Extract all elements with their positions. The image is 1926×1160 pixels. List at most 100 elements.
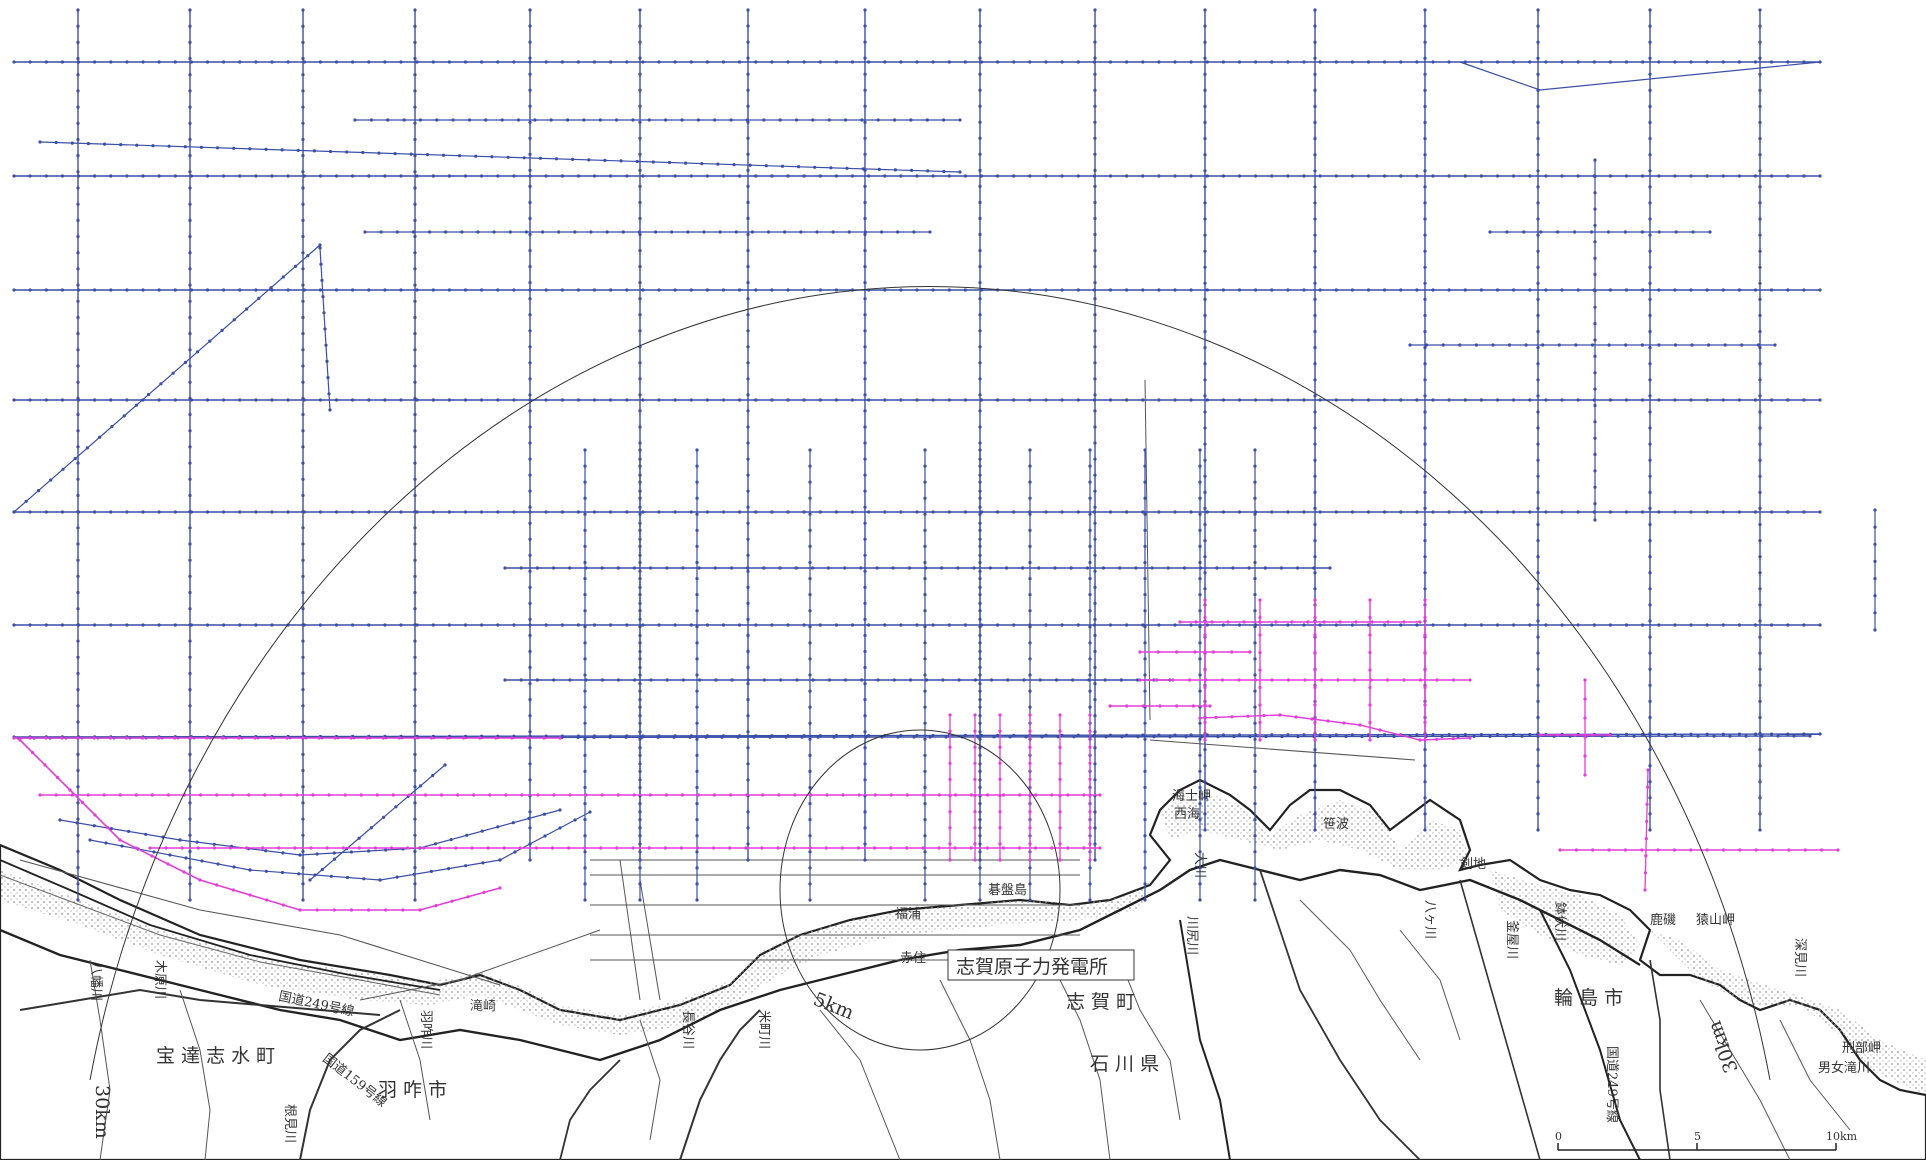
blue-line-v8-shot-point [978, 265, 982, 269]
blue-line-v5-shot-point [638, 329, 642, 333]
magenta-line-h-848-shot-point [679, 846, 684, 850]
blue-line-v1-shot-point [188, 202, 192, 206]
blue-line-diag-142-shot-point [458, 154, 462, 158]
blue-line-v3-shot-point [413, 882, 417, 886]
blue-line-v7-shot-point [863, 457, 867, 461]
blue-line-h-737-shot-point [1721, 732, 1725, 736]
blue-line-h-680-shot-point [535, 678, 540, 682]
blue-line-h5-shot-point [1157, 623, 1161, 627]
blue-line-h2-shot-point [1479, 288, 1483, 292]
blue-line-v0-shot-point [76, 121, 80, 125]
blue-line-h0-shot-point [1383, 60, 1387, 64]
blue-line-v-short3-shot-point [808, 737, 812, 741]
blue-line-h4-shot-point [125, 510, 129, 514]
blue-line-h0-shot-point [1286, 60, 1290, 64]
blue-line-v7-shot-point [863, 313, 867, 317]
magenta-line-h-738-shot-point [462, 736, 466, 740]
blue-line-h4-shot-point [738, 510, 742, 514]
blue-line-h0-shot-point [254, 60, 258, 64]
blue-line-v1-shot-point [188, 898, 192, 902]
blue-line-h-738-shot-point [832, 735, 836, 739]
magenta-line-curve-shot-point [55, 775, 60, 780]
blue-line-v14-shot-point [1648, 635, 1652, 639]
blue-line-v14-shot-point [1648, 715, 1652, 720]
blue-line-h3-shot-point [1721, 398, 1725, 402]
blue-line-v-1595-shot-point [1593, 272, 1597, 277]
blue-line-diag-142-shot-point [232, 146, 236, 150]
blue-line-v-short3-shot-point [808, 834, 812, 838]
magenta-line-v-1648-shot-point [1646, 785, 1650, 789]
magenta-line-h-795-shot-point [102, 793, 106, 797]
blue-line-v-short8-shot-point [1143, 834, 1147, 838]
blue-line-v12-shot-point [1423, 474, 1427, 478]
blue-line-v13-shot-point [1536, 394, 1540, 398]
blue-line-v1-shot-point [188, 510, 192, 514]
magenta-line-v-mid3-shot-point [1028, 761, 1032, 765]
blue-line-v7-shot-point [863, 136, 867, 140]
magenta-line-h-795-shot-point [986, 793, 990, 797]
blue-line-v0-shot-point [76, 558, 80, 562]
blue-line-h5-shot-point [1318, 623, 1322, 627]
blue-line-v1-shot-point [188, 671, 192, 676]
magenta-line-h-795-shot-point [423, 793, 428, 797]
blue-line-v15-shot-point [1758, 8, 1762, 12]
magenta-line-h-680-shot-point [1154, 678, 1159, 682]
blue-line-v14-shot-point [1648, 120, 1652, 125]
blue-line-v-short1-shot-point [638, 834, 642, 838]
blue-line-diag-nw [13, 244, 321, 513]
blue-line-v1-shot-point [188, 267, 192, 271]
magenta-line-h-680-shot-point [1385, 678, 1390, 682]
magenta-line-h-848-shot-point [889, 846, 893, 850]
blue-line-v5-shot-point [638, 104, 642, 108]
blue-line-h-232-shot-point [395, 230, 399, 234]
blue-line-h0-shot-point [1753, 60, 1758, 64]
blue-line-h3-shot-point [28, 398, 32, 402]
blue-line-diag-445-shot-point [369, 826, 373, 830]
blue-line-h1-shot-point [109, 174, 113, 178]
blue-line-v11-shot-point [1313, 120, 1317, 125]
blue-line-h3-shot-point [931, 398, 935, 402]
blue-line-h-737-shot-point [996, 733, 1000, 738]
blue-line-h2-shot-point [899, 288, 903, 292]
blue-line-v6-shot-point [746, 72, 750, 76]
blue-line-h-738-shot-point [1280, 735, 1284, 739]
blue-line-v4-shot-point [528, 778, 532, 782]
blue-line-v-short9-shot-point [1198, 464, 1202, 468]
magenta-line-h-795-shot-point [809, 793, 813, 797]
blue-line-h0-shot-point [1495, 60, 1500, 64]
blue-line-v-short3-shot-point [808, 577, 812, 581]
blue-line-v2-shot-point [301, 380, 305, 384]
blue-line-h1-shot-point [1254, 174, 1258, 178]
blue-line-curve-sw-shot-point [349, 850, 353, 854]
blue-line-diag-445-shot-point [418, 784, 423, 788]
blue-line-h5-shot-point [463, 623, 468, 627]
blue-line-v4-shot-point [528, 168, 532, 172]
blue-line-v-short10-shot-point [1253, 512, 1257, 516]
blue-line-h3-shot-point [125, 398, 129, 402]
blue-line-v13-shot-point [1536, 683, 1540, 687]
blue-line-v14-shot-point [1648, 522, 1652, 527]
blue-line-h5-shot-point [512, 623, 516, 627]
blue-line-v-short8-shot-point [1143, 866, 1147, 870]
blue-line-h4-shot-point [1270, 510, 1274, 514]
blue-line-v-short6-shot-point [1028, 593, 1032, 597]
blue-line-v14-shot-point [1648, 88, 1652, 92]
blue-line-v4-shot-point [528, 8, 532, 12]
blue-line-h0-shot-point [1721, 60, 1725, 64]
blue-line-v10-shot-point [1203, 201, 1207, 205]
blue-line-h0-shot-point [1624, 60, 1629, 64]
blue-line-h4-shot-point [689, 510, 693, 514]
blue-line-h0-shot-point [1399, 60, 1403, 64]
blue-line-h1-shot-point [496, 174, 500, 178]
blue-line-v15-shot-point [1758, 40, 1762, 44]
magenta-line-h-738-shot-point [333, 736, 337, 740]
blue-line-v-short8-shot-point [1143, 609, 1147, 613]
blue-line-v0-shot-point [76, 898, 80, 902]
blue-line-v6-shot-point [746, 297, 750, 301]
blue-line-v7-shot-point [863, 329, 867, 333]
blue-line-h0-shot-point [1302, 60, 1306, 64]
blue-line-v7-shot-point [863, 698, 867, 702]
blue-line-h3-shot-point [1237, 398, 1242, 402]
blue-line-h-737-shot-point [1624, 732, 1629, 736]
blue-line-v-short6-shot-point [1028, 577, 1032, 581]
